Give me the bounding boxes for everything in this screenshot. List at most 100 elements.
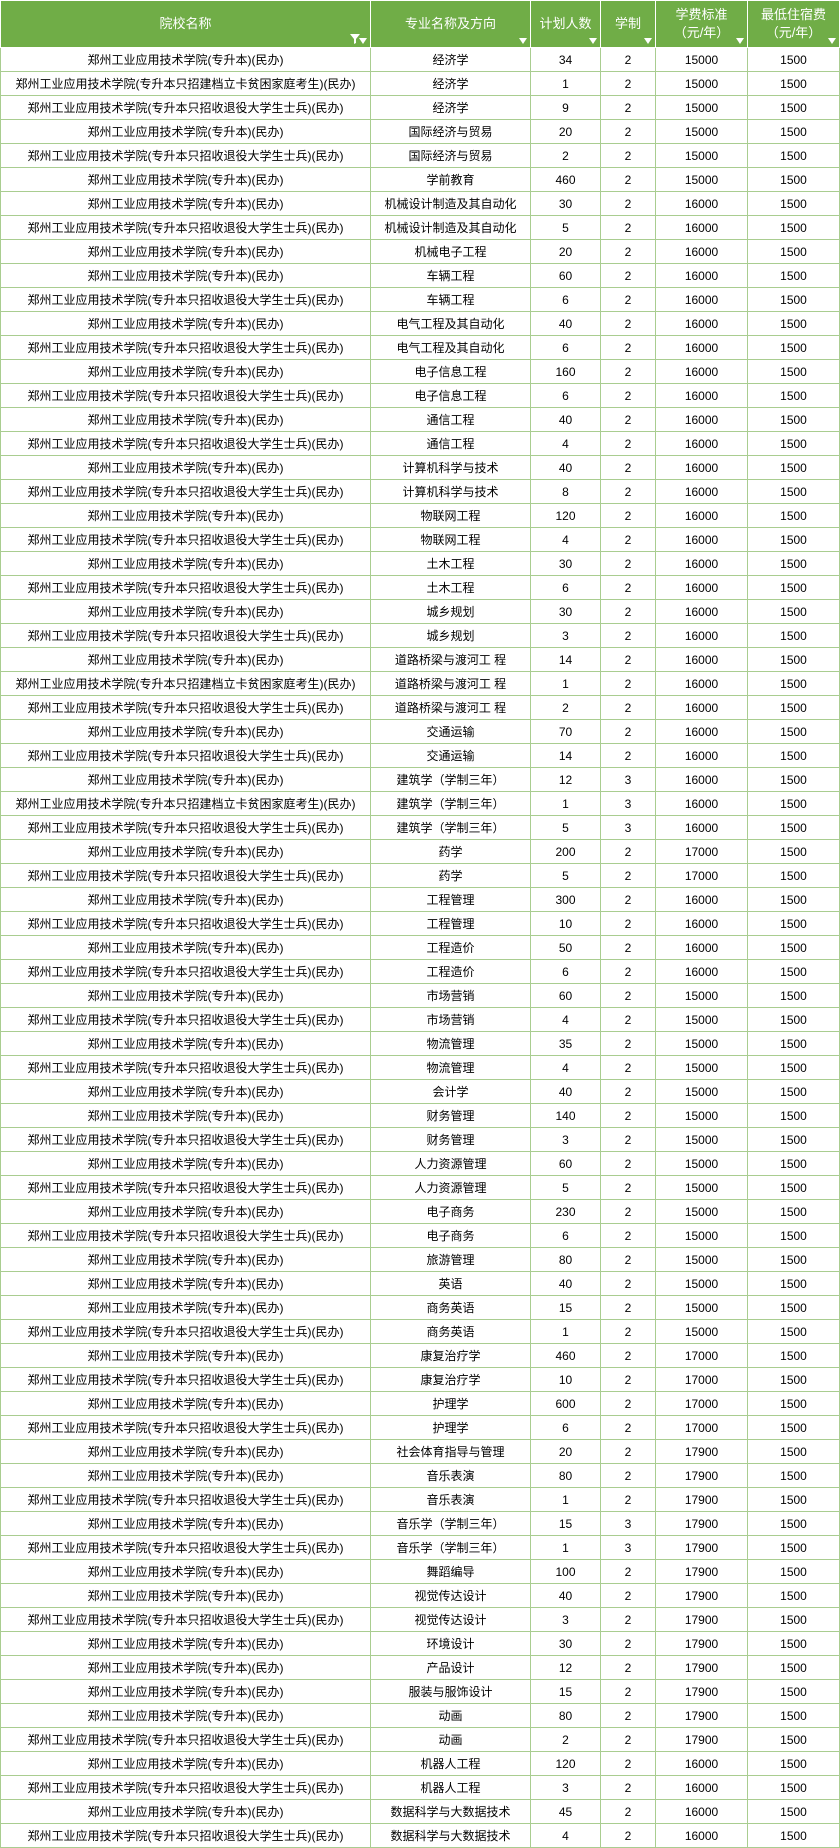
table-cell: 17900 [656, 1440, 748, 1464]
table-cell: 16000 [656, 192, 748, 216]
table-cell: 2 [601, 1392, 656, 1416]
table-cell: 社会体育指导与管理 [371, 1440, 531, 1464]
table-cell: 1500 [748, 1272, 840, 1296]
table-cell: 药学 [371, 840, 531, 864]
table-row: 郑州工业应用技术学院(专升本)(民办)城乡规划302160001500 [1, 600, 840, 624]
table-cell: 郑州工业应用技术学院(专升本只招收退役大学生士兵)(民办) [1, 1536, 371, 1560]
filter-dropdown-icon[interactable] [359, 38, 367, 44]
table-cell: 1500 [748, 1464, 840, 1488]
table-cell: 16000 [656, 432, 748, 456]
table-cell: 12 [531, 768, 601, 792]
table-cell: 15000 [656, 1296, 748, 1320]
table-row: 郑州工业应用技术学院(专升本只招收退役大学生士兵)(民办)交通运输1421600… [1, 744, 840, 768]
table-cell: 机器人工程 [371, 1776, 531, 1800]
table-cell: 2 [601, 480, 656, 504]
filter-dropdown-icon[interactable] [589, 38, 597, 44]
column-header-4[interactable]: 学费标准（元/年） [656, 1, 748, 48]
table-cell: 17000 [656, 1392, 748, 1416]
table-cell: 郑州工业应用技术学院(专升本只招收退役大学生士兵)(民办) [1, 1224, 371, 1248]
table-cell: 17900 [656, 1632, 748, 1656]
table-cell: 机械电子工程 [371, 240, 531, 264]
table-cell: 17000 [656, 864, 748, 888]
table-row: 郑州工业应用技术学院(专升本)(民办)电子商务2302150001500 [1, 1200, 840, 1224]
column-header-1[interactable]: 专业名称及方向 [371, 1, 531, 48]
table-cell: 2 [601, 1728, 656, 1752]
table-cell: 2 [601, 1320, 656, 1344]
table-cell: 16000 [656, 792, 748, 816]
table-cell: 建筑学（学制三年） [371, 792, 531, 816]
table-cell: 1500 [748, 792, 840, 816]
table-cell: 1500 [748, 480, 840, 504]
table-cell: 5 [531, 1176, 601, 1200]
table-cell: 3 [531, 624, 601, 648]
table-row: 郑州工业应用技术学院(专升本只招收退役大学生士兵)(民办)国际经济与贸易2215… [1, 144, 840, 168]
table-cell: 1500 [748, 1728, 840, 1752]
table-cell: 人力资源管理 [371, 1176, 531, 1200]
table-cell: 物流管理 [371, 1032, 531, 1056]
table-cell: 郑州工业应用技术学院(专升本只招收退役大学生士兵)(民办) [1, 432, 371, 456]
table-row: 郑州工业应用技术学院(专升本只招收退役大学生士兵)(民办)土木工程6216000… [1, 576, 840, 600]
table-cell: 16000 [656, 528, 748, 552]
table-cell: 车辆工程 [371, 288, 531, 312]
table-cell: 15000 [656, 72, 748, 96]
table-cell: 2 [601, 936, 656, 960]
table-cell: 市场营销 [371, 984, 531, 1008]
table-cell: 1500 [748, 1704, 840, 1728]
table-cell: 1500 [748, 1656, 840, 1680]
table-row: 郑州工业应用技术学院(专升本)(民办)物联网工程1202160001500 [1, 504, 840, 528]
table-row: 郑州工业应用技术学院(专升本)(民办)工程管理3002160001500 [1, 888, 840, 912]
table-cell: 15000 [656, 168, 748, 192]
table-cell: 电子商务 [371, 1200, 531, 1224]
table-row: 郑州工业应用技术学院(专升本只招收退役大学生士兵)(民办)物联网工程421600… [1, 528, 840, 552]
table-cell: 郑州工业应用技术学院(专升本)(民办) [1, 768, 371, 792]
table-cell: 17000 [656, 1368, 748, 1392]
table-cell: 2 [531, 696, 601, 720]
column-header-2[interactable]: 计划人数 [531, 1, 601, 48]
filter-dropdown-icon[interactable] [736, 38, 744, 44]
table-cell: 6 [531, 336, 601, 360]
table-cell: 1500 [748, 648, 840, 672]
table-cell: 1500 [748, 1752, 840, 1776]
table-cell: 郑州工业应用技术学院(专升本)(民办) [1, 1152, 371, 1176]
table-cell: 国际经济与贸易 [371, 120, 531, 144]
column-header-0[interactable]: 院校名称 [1, 1, 371, 48]
table-cell: 17900 [656, 1704, 748, 1728]
table-cell: 16000 [656, 504, 748, 528]
filter-dropdown-icon[interactable] [644, 38, 652, 44]
table-cell: 15000 [656, 1248, 748, 1272]
column-header-5[interactable]: 最低住宿费（元/年） [748, 1, 840, 48]
table-cell: 120 [531, 504, 601, 528]
table-cell: 2 [601, 1440, 656, 1464]
table-row: 郑州工业应用技术学院(专升本)(民办)电气工程及其自动化402160001500 [1, 312, 840, 336]
table-cell: 1500 [748, 960, 840, 984]
column-header-3[interactable]: 学制 [601, 1, 656, 48]
table-cell: 70 [531, 720, 601, 744]
table-row: 郑州工业应用技术学院(专升本只招收退役大学生士兵)(民办)工程管理1021600… [1, 912, 840, 936]
table-cell: 郑州工业应用技术学院(专升本)(民办) [1, 1632, 371, 1656]
table-cell: 郑州工业应用技术学院(专升本)(民办) [1, 120, 371, 144]
table-row: 郑州工业应用技术学院(专升本)(民办)音乐表演802179001500 [1, 1464, 840, 1488]
table-cell: 2 [601, 240, 656, 264]
table-cell: 1500 [748, 1560, 840, 1584]
filter-dropdown-icon[interactable] [828, 38, 836, 44]
table-cell: 道路桥梁与渡河工 程 [371, 696, 531, 720]
table-cell: 15000 [656, 1176, 748, 1200]
table-cell: 30 [531, 1632, 601, 1656]
table-row: 郑州工业应用技术学院(专升本)(民办)英语402150001500 [1, 1272, 840, 1296]
filter-dropdown-icon[interactable] [519, 38, 527, 44]
table-cell: 2 [601, 216, 656, 240]
table-cell: 1500 [748, 672, 840, 696]
table-cell: 电子商务 [371, 1224, 531, 1248]
table-cell: 康复治疗学 [371, 1344, 531, 1368]
table-cell: 2 [601, 600, 656, 624]
table-cell: 16000 [656, 240, 748, 264]
table-cell: 1500 [748, 744, 840, 768]
table-cell: 2 [601, 120, 656, 144]
table-cell: 1500 [748, 552, 840, 576]
table-row: 郑州工业应用技术学院(专升本只招收退役大学生士兵)(民办)城乡规划3216000… [1, 624, 840, 648]
table-cell: 郑州工业应用技术学院(专升本)(民办) [1, 1440, 371, 1464]
table-cell: 郑州工业应用技术学院(专升本只招收退役大学生士兵)(民办) [1, 96, 371, 120]
table-cell: 16000 [656, 768, 748, 792]
table-cell: 1500 [748, 192, 840, 216]
table-cell: 2 [601, 1608, 656, 1632]
